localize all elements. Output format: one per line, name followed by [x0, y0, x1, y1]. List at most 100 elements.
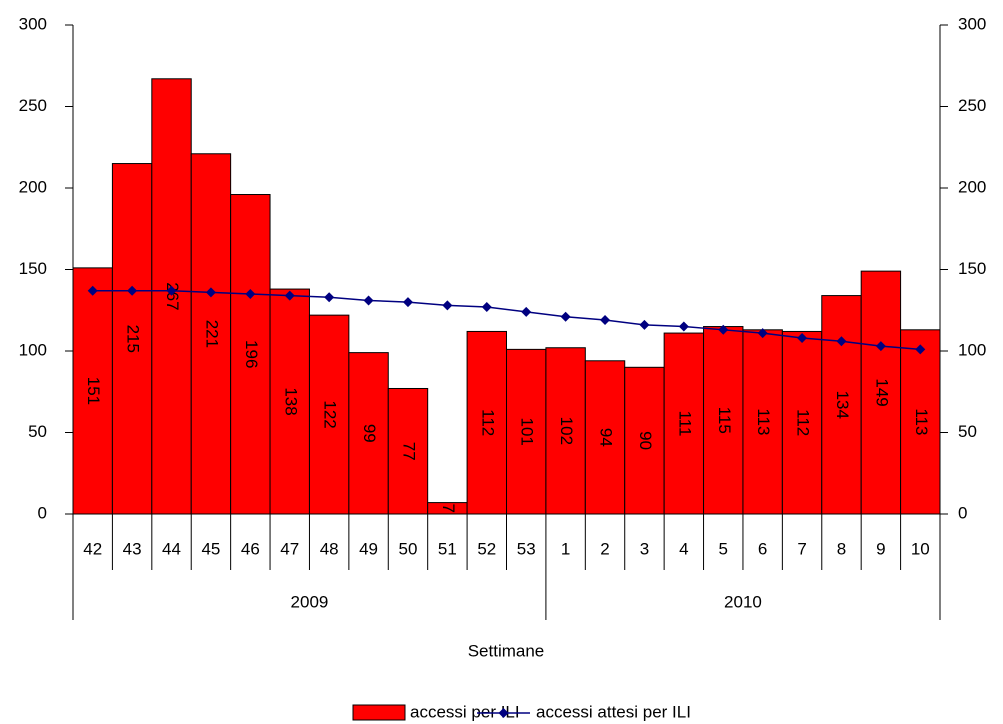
marker [245, 288, 256, 299]
x-tick-label: 45 [201, 539, 220, 558]
value-label: 94 [597, 428, 616, 447]
bar [900, 329, 941, 515]
value-label: 215 [124, 325, 143, 353]
value-label: 7 [439, 504, 458, 513]
x-tick-label: 52 [477, 539, 496, 558]
value-label: 151 [84, 377, 103, 405]
value-label: 111 [675, 411, 694, 437]
line [92, 289, 921, 351]
value-label: 138 [281, 387, 300, 415]
value-label: 112 [794, 409, 813, 436]
y2-tick-label: 100 [958, 340, 986, 359]
bar [860, 270, 902, 515]
x-tick-label: 48 [320, 539, 339, 558]
x-tick-label: 7 [797, 539, 806, 558]
value-label: 221 [202, 320, 221, 348]
marker [127, 285, 138, 296]
x-tick-label: 42 [83, 539, 102, 558]
value-label: 149 [872, 378, 891, 406]
legend-label: accessi per ILI [410, 702, 520, 721]
x-tick-label: 51 [438, 539, 457, 558]
bar [703, 326, 744, 515]
value-label: 77 [399, 442, 418, 461]
marker [560, 311, 571, 322]
marker [87, 285, 98, 296]
group-label: 2010 [724, 592, 762, 611]
bar [584, 360, 626, 515]
y2-tick-label: 150 [958, 259, 986, 278]
x-tick-label: 2 [600, 539, 609, 558]
value-label: 101 [518, 417, 537, 445]
marker [797, 332, 808, 343]
x-tick-label: 3 [640, 539, 649, 558]
x-tick-label: 5 [719, 539, 728, 558]
marker [166, 285, 177, 296]
bar [506, 348, 547, 515]
bar [663, 332, 705, 515]
marker [757, 328, 768, 339]
y2-tick-label: 250 [958, 96, 986, 115]
value-label: 122 [321, 400, 340, 428]
bar [545, 347, 586, 515]
marker [402, 297, 413, 308]
value-label: 113 [912, 408, 931, 435]
bar [308, 314, 350, 515]
x-tick-label: 6 [758, 539, 767, 558]
x-axis-title: Settimane [468, 641, 545, 660]
y-tick-label: 0 [38, 503, 47, 522]
marker [284, 290, 295, 301]
marker [639, 319, 650, 330]
y2-tick-label: 50 [958, 422, 977, 441]
value-label: 99 [360, 424, 379, 443]
legend-label: accessi attesi per ILI [536, 702, 691, 721]
y-tick-label: 300 [19, 14, 47, 33]
y-tick-label: 250 [19, 96, 47, 115]
marker [915, 344, 926, 355]
y-tick-label: 150 [19, 259, 47, 278]
bar [624, 366, 665, 515]
marker [442, 300, 453, 311]
marker [205, 287, 216, 298]
marker [521, 306, 532, 317]
y2-tick-label: 0 [958, 503, 967, 522]
group-label: 2009 [291, 592, 329, 611]
value-label: 134 [833, 391, 852, 419]
bar [230, 194, 271, 515]
legend-marker [498, 708, 509, 718]
x-tick-label: 1 [561, 539, 570, 558]
x-tick-label: 8 [837, 539, 846, 558]
marker [363, 295, 374, 306]
x-tick-label: 10 [911, 539, 930, 558]
y-tick-label: 200 [19, 177, 47, 196]
marker [324, 292, 335, 303]
x-tick-label: 44 [162, 539, 181, 558]
value-label: 102 [557, 417, 576, 445]
legend-swatch [352, 704, 406, 721]
value-label: 196 [242, 340, 261, 368]
x-tick-label: 50 [399, 539, 418, 558]
bar [821, 295, 862, 515]
x-tick-label: 4 [679, 539, 688, 558]
marker [718, 324, 729, 335]
value-label: 112 [478, 409, 497, 436]
y-tick-label: 50 [28, 422, 47, 441]
marker [481, 301, 492, 312]
marker [678, 321, 689, 332]
bar [190, 153, 232, 515]
value-label: 267 [163, 282, 182, 310]
x-tick-label: 9 [876, 539, 885, 558]
x-tick-label: 43 [123, 539, 142, 558]
x-tick-label: 53 [517, 539, 536, 558]
x-tick-label: 46 [241, 539, 260, 558]
bar [742, 329, 783, 515]
x-tick-label: 49 [359, 539, 378, 558]
y2-tick-label: 200 [958, 177, 986, 196]
bar [387, 387, 429, 515]
marker [875, 341, 886, 352]
bar [269, 288, 310, 515]
value-label: 113 [754, 408, 773, 435]
y-tick-label: 100 [19, 340, 47, 359]
value-label: 90 [636, 431, 655, 450]
value-label: 115 [715, 407, 734, 434]
